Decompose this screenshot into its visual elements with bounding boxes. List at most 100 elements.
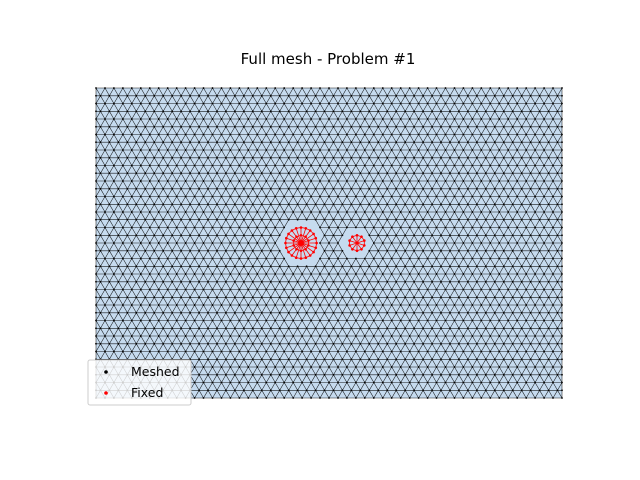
meshed-point — [126, 94, 129, 97]
meshed-point — [328, 273, 330, 275]
meshed-point — [404, 249, 407, 252]
meshed-point — [139, 319, 142, 322]
meshed-point — [390, 102, 393, 105]
meshed-point — [368, 358, 371, 361]
meshed-point — [467, 249, 469, 252]
meshed-point — [193, 335, 196, 337]
meshed-point — [359, 389, 362, 392]
meshed-point — [493, 373, 496, 376]
meshed-point — [269, 373, 272, 376]
meshed-point — [323, 280, 326, 283]
meshed-point — [458, 249, 460, 252]
meshed-point — [422, 311, 424, 314]
meshed-point — [552, 195, 554, 198]
meshed-point — [431, 342, 433, 345]
meshed-point — [381, 133, 384, 136]
meshed-point — [189, 342, 192, 345]
meshed-point — [390, 164, 393, 167]
meshed-point — [144, 141, 147, 144]
meshed-point — [247, 257, 250, 260]
meshed-point — [547, 327, 550, 330]
meshed-point — [256, 226, 259, 229]
meshed-point — [247, 211, 250, 213]
meshed-point — [130, 304, 133, 306]
meshed-point — [552, 319, 554, 322]
meshed-point — [171, 141, 174, 144]
meshed-point — [247, 242, 250, 244]
meshed-point — [135, 94, 138, 97]
meshed-point — [507, 102, 510, 105]
meshed-point — [408, 149, 411, 151]
meshed-point — [171, 187, 174, 190]
meshed-point — [561, 311, 563, 314]
fixed-point — [348, 239, 351, 242]
meshed-point — [462, 381, 465, 384]
meshed-point — [561, 203, 563, 206]
meshed-point — [229, 319, 232, 322]
meshed-point — [104, 87, 106, 89]
meshed-point — [144, 172, 147, 175]
meshed-point — [561, 195, 563, 198]
meshed-point — [502, 94, 505, 97]
meshed-point — [372, 273, 375, 275]
meshed-point — [377, 358, 380, 361]
meshed-point — [95, 172, 97, 175]
meshed-point — [265, 211, 268, 213]
meshed-point — [381, 87, 384, 89]
meshed-point — [139, 180, 142, 182]
meshed-point — [426, 319, 429, 322]
meshed-point — [135, 141, 138, 144]
meshed-point — [175, 118, 178, 120]
meshed-point — [377, 249, 380, 252]
meshed-point — [368, 249, 371, 252]
meshed-point — [484, 203, 487, 206]
meshed-point — [435, 381, 438, 384]
meshed-point — [229, 335, 232, 337]
meshed-point — [130, 350, 133, 353]
meshed-point — [198, 94, 201, 97]
meshed-point — [234, 389, 236, 392]
meshed-point — [211, 350, 214, 353]
meshed-point — [435, 226, 438, 229]
meshed-point — [440, 373, 442, 376]
meshed-point — [243, 296, 245, 299]
meshed-point — [337, 242, 339, 244]
meshed-point — [243, 141, 245, 144]
meshed-point — [157, 133, 160, 136]
meshed-point — [193, 118, 196, 120]
meshed-point — [251, 110, 254, 113]
meshed-point — [251, 218, 254, 221]
meshed-point — [547, 141, 550, 144]
meshed-point — [381, 397, 384, 399]
meshed-point — [372, 164, 375, 167]
meshed-point — [444, 118, 447, 120]
meshed-point — [552, 335, 554, 337]
meshed-point — [561, 156, 563, 159]
meshed-point — [292, 195, 295, 198]
meshed-point — [507, 149, 510, 151]
meshed-point — [489, 102, 492, 105]
meshed-point — [493, 94, 496, 97]
meshed-point — [296, 203, 299, 206]
meshed-point — [346, 164, 348, 167]
meshed-point — [157, 164, 160, 167]
meshed-point — [332, 280, 335, 283]
meshed-point — [229, 211, 232, 213]
meshed-point — [431, 172, 433, 175]
meshed-point — [381, 273, 384, 275]
meshed-point — [413, 234, 415, 237]
meshed-point — [381, 164, 384, 167]
meshed-point — [310, 87, 312, 89]
meshed-point — [476, 389, 478, 392]
meshed-point — [310, 304, 312, 306]
meshed-point — [556, 187, 559, 190]
meshed-point — [529, 187, 532, 190]
meshed-point — [426, 288, 429, 291]
meshed-point — [229, 87, 232, 89]
meshed-point — [193, 195, 196, 198]
meshed-point — [502, 311, 505, 314]
meshed-point — [220, 242, 223, 244]
meshed-point — [372, 350, 375, 353]
meshed-point — [543, 366, 545, 368]
meshed-point — [216, 172, 218, 175]
